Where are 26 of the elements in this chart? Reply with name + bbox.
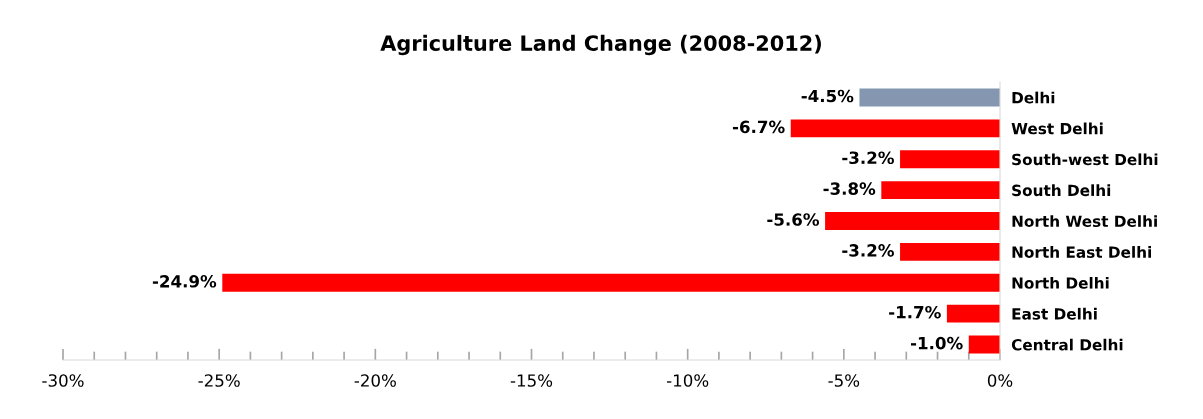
x-tick-label: -20% [354,374,396,387]
x-tick-label: -30% [42,374,84,387]
x-tick-label: -15% [510,374,553,387]
data-label: -1.7% [889,305,941,319]
data-label: -5.6% [767,213,820,226]
y-tick-label: East Delhi [1012,307,1097,320]
y-tick-label: Central Delhi [1011,338,1123,351]
x-tick-label: -10% [666,374,709,387]
data-label: -6.7% [732,120,785,134]
y-tick-label: North West Delhi [1012,215,1157,228]
x-tick-label: -5% [828,374,860,387]
y-tick-label: North East Delhi [1012,246,1151,258]
x-tick-label: 0% [987,374,1013,387]
data-label: -3.2% [842,244,894,257]
y-tick-label: South Delhi [1012,184,1111,197]
data-label: -3.2% [842,151,894,165]
y-tick-label: South-west Delhi [1012,153,1158,166]
y-tick-label: Delhi [1012,91,1055,104]
data-label: -24.9% [152,275,217,288]
data-label: -3.8% [823,182,876,195]
y-tick-label: West Delhi [1011,122,1103,135]
chart-title: Agriculture Land Change (2008-2012) [380,34,821,56]
y-tick-label: North Delhi [1012,276,1109,289]
data-label: -1.0% [910,336,963,350]
data-label: -4.5% [801,89,854,103]
x-tick-label: -25% [198,374,240,387]
